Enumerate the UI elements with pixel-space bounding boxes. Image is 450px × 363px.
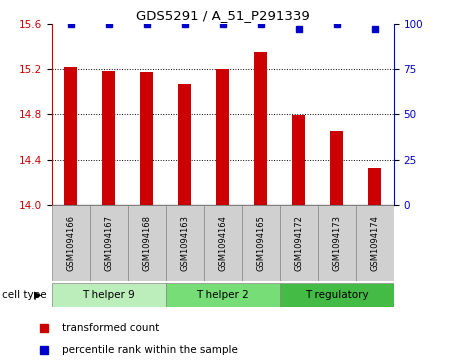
Text: cell type: cell type <box>2 290 47 300</box>
Bar <box>140 72 153 205</box>
Bar <box>64 67 77 205</box>
Bar <box>166 283 280 307</box>
Bar <box>52 283 166 307</box>
Bar <box>280 283 394 307</box>
Text: T regulatory: T regulatory <box>305 290 369 300</box>
Text: GSM1094174: GSM1094174 <box>370 215 379 271</box>
Text: T helper 9: T helper 9 <box>82 290 135 300</box>
Text: T helper 2: T helper 2 <box>196 290 249 300</box>
Bar <box>242 205 280 281</box>
Bar <box>368 168 382 205</box>
Bar <box>204 205 242 281</box>
Text: GSM1094164: GSM1094164 <box>218 215 227 271</box>
Text: transformed count: transformed count <box>62 323 159 333</box>
Bar <box>102 71 115 205</box>
Bar <box>280 205 318 281</box>
Text: ▶: ▶ <box>34 290 41 300</box>
Bar <box>216 69 230 205</box>
Bar <box>166 205 204 281</box>
Text: GSM1094163: GSM1094163 <box>180 215 189 271</box>
Text: GSM1094173: GSM1094173 <box>332 215 341 271</box>
Bar <box>178 84 191 205</box>
Bar <box>52 205 90 281</box>
Bar <box>292 115 306 205</box>
Bar <box>330 131 343 205</box>
Bar <box>356 205 394 281</box>
Title: GDS5291 / A_51_P291339: GDS5291 / A_51_P291339 <box>136 9 310 23</box>
Text: GSM1094168: GSM1094168 <box>142 215 151 271</box>
Bar <box>318 205 356 281</box>
Bar <box>128 205 166 281</box>
Text: GSM1094172: GSM1094172 <box>294 215 303 271</box>
Text: percentile rank within the sample: percentile rank within the sample <box>62 345 238 355</box>
Text: GSM1094166: GSM1094166 <box>66 215 75 271</box>
Text: GSM1094165: GSM1094165 <box>256 215 265 271</box>
Bar <box>254 52 267 205</box>
Text: GSM1094167: GSM1094167 <box>104 215 113 271</box>
Bar <box>90 205 128 281</box>
